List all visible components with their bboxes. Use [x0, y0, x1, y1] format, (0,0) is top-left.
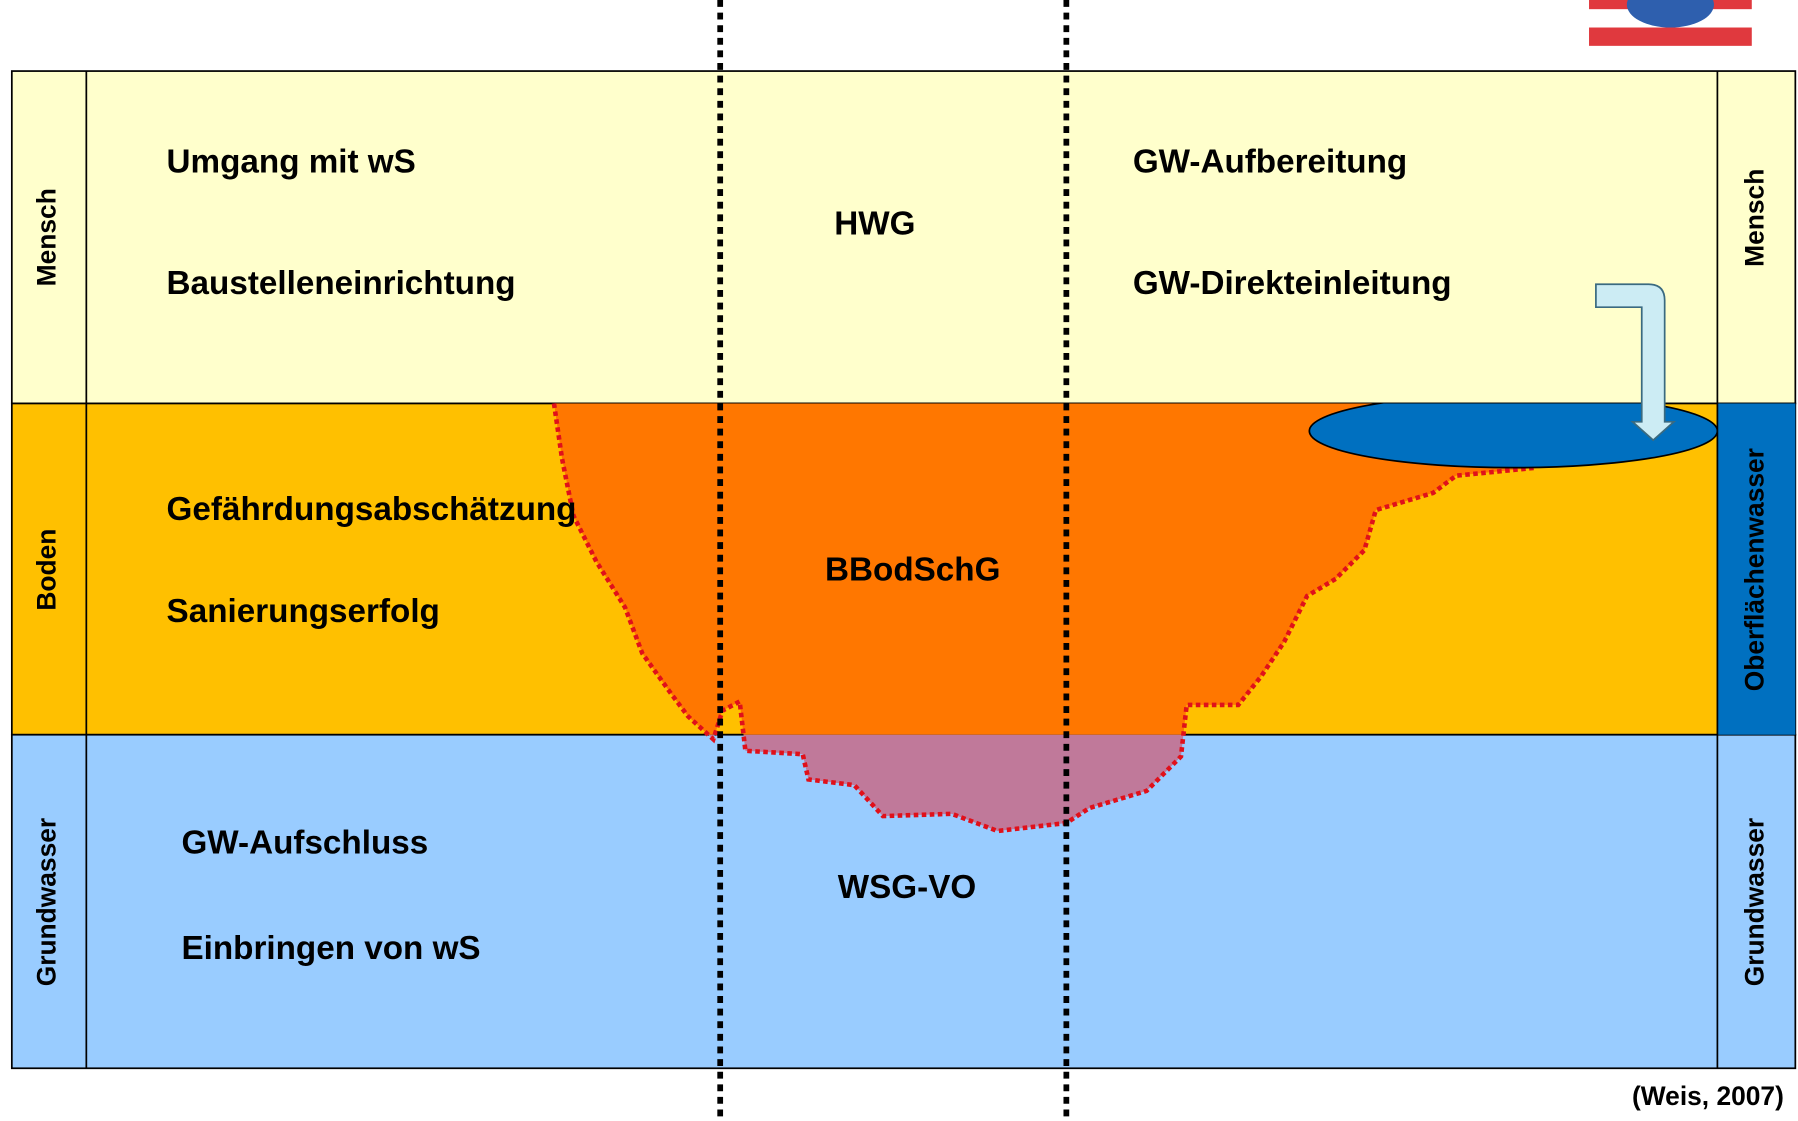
diagram: Mensch Boden Grundwasser Mensch Oberfläc…	[0, 0, 1798, 1121]
row-label: Oberflächenwasser	[1739, 448, 1769, 691]
logo	[1589, 0, 1752, 46]
item: GW-Aufschluss	[181, 825, 428, 862]
row-label: Mensch	[31, 188, 61, 286]
item: Sanierungserfolg	[167, 593, 440, 630]
item: Einbringen von wS	[181, 930, 480, 967]
page: {"rows":[ {"left_label":"Mensch","right_…	[0, 0, 1798, 1121]
item: Gefährdungsabschätzung	[167, 491, 577, 528]
law: WSG-VO	[838, 869, 976, 906]
citation: (Weis, 2007)	[1632, 1081, 1784, 1111]
law: BBodSchG	[825, 552, 1000, 589]
item: Umgang mit wS	[167, 144, 416, 181]
row-label: Mensch	[1739, 169, 1769, 267]
row-label: Grundwasser	[1739, 818, 1769, 986]
row-label: Boden	[31, 529, 61, 611]
law: HWG	[834, 206, 915, 243]
row-label: Grundwasser	[31, 818, 61, 986]
item: Baustelleneinrichtung	[167, 265, 516, 302]
item: GW-Aufbereitung	[1133, 144, 1407, 181]
item: GW-Direkteinleitung	[1133, 265, 1452, 302]
